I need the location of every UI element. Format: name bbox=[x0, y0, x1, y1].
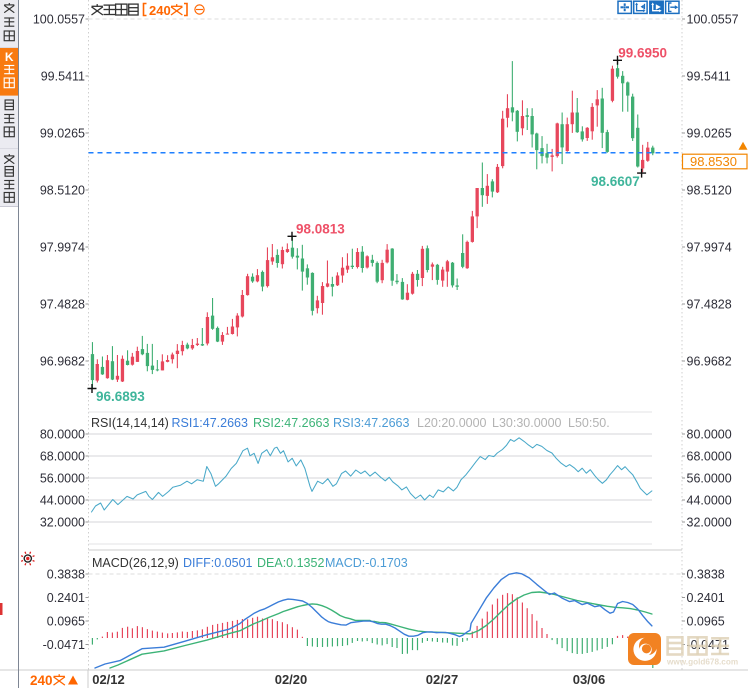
svg-text:L20:20.0000: L20:20.0000 bbox=[417, 416, 487, 430]
svg-text:98.5120: 98.5120 bbox=[40, 184, 85, 198]
svg-text:44.0000: 44.0000 bbox=[687, 494, 732, 508]
svg-text:97.4828: 97.4828 bbox=[687, 298, 732, 312]
svg-text:96.6893: 96.6893 bbox=[96, 389, 145, 404]
svg-text:MACD(26,12,9): MACD(26,12,9) bbox=[92, 556, 179, 570]
svg-text:240: 240 bbox=[30, 673, 53, 688]
svg-text:99.6950: 99.6950 bbox=[618, 46, 667, 61]
svg-text:44.0000: 44.0000 bbox=[40, 494, 85, 508]
svg-text:32.0000: 32.0000 bbox=[687, 516, 732, 530]
svg-text:0.0965: 0.0965 bbox=[47, 615, 85, 629]
svg-text:www.gold678.com: www.gold678.com bbox=[666, 658, 738, 667]
svg-text:99.0265: 99.0265 bbox=[687, 127, 732, 141]
svg-text:96.9682: 96.9682 bbox=[687, 355, 732, 369]
svg-text:99.0265: 99.0265 bbox=[40, 127, 85, 141]
svg-text:L50:50.: L50:50. bbox=[568, 416, 610, 430]
svg-text:98.8530: 98.8530 bbox=[690, 154, 737, 169]
svg-text:0.3838: 0.3838 bbox=[687, 568, 725, 582]
svg-text:RSI(14,14,14): RSI(14,14,14) bbox=[91, 416, 169, 430]
svg-text:-0.0471: -0.0471 bbox=[43, 638, 85, 652]
svg-text:97.9974: 97.9974 bbox=[40, 241, 85, 255]
svg-text:0.2401: 0.2401 bbox=[687, 591, 725, 605]
svg-text:56.0000: 56.0000 bbox=[40, 472, 85, 486]
svg-text:97.4828: 97.4828 bbox=[40, 298, 85, 312]
svg-text:K: K bbox=[5, 50, 14, 64]
svg-text:L30:30.0000: L30:30.0000 bbox=[492, 416, 562, 430]
svg-text:DEA:0.1352: DEA:0.1352 bbox=[257, 556, 324, 570]
svg-text:02/27: 02/27 bbox=[426, 672, 459, 687]
svg-text:68.0000: 68.0000 bbox=[687, 450, 732, 464]
svg-text:02/12: 02/12 bbox=[92, 672, 125, 687]
svg-text:97.9974: 97.9974 bbox=[687, 241, 732, 255]
svg-text:03/06: 03/06 bbox=[573, 672, 606, 687]
svg-text:98.6607: 98.6607 bbox=[591, 174, 640, 189]
svg-text:80.0000: 80.0000 bbox=[40, 428, 85, 442]
svg-text:80.0000: 80.0000 bbox=[687, 428, 732, 442]
svg-text:RSI1:47.2663: RSI1:47.2663 bbox=[172, 416, 248, 430]
svg-text:DIFF:0.0501: DIFF:0.0501 bbox=[183, 556, 253, 570]
svg-text:240: 240 bbox=[149, 3, 171, 18]
svg-text:RSI3:47.2663: RSI3:47.2663 bbox=[333, 416, 409, 430]
svg-text:96.9682: 96.9682 bbox=[40, 355, 85, 369]
svg-text:98.5120: 98.5120 bbox=[687, 184, 732, 198]
svg-text:32.0000: 32.0000 bbox=[40, 516, 85, 530]
svg-text:98.0813: 98.0813 bbox=[296, 222, 345, 237]
svg-text:0.0965: 0.0965 bbox=[687, 615, 725, 629]
svg-text:02/20: 02/20 bbox=[275, 672, 308, 687]
svg-text:56.0000: 56.0000 bbox=[687, 472, 732, 486]
svg-text:0.3838: 0.3838 bbox=[47, 568, 85, 582]
svg-text:100.0557: 100.0557 bbox=[33, 13, 85, 27]
svg-text:0.2401: 0.2401 bbox=[47, 591, 85, 605]
svg-text:100.0557: 100.0557 bbox=[687, 13, 739, 27]
svg-text:68.0000: 68.0000 bbox=[40, 450, 85, 464]
svg-text:99.5411: 99.5411 bbox=[687, 70, 731, 84]
svg-text:99.5411: 99.5411 bbox=[41, 70, 85, 84]
svg-text:MACD:-0.1703: MACD:-0.1703 bbox=[325, 556, 408, 570]
svg-text:RSI2:47.2663: RSI2:47.2663 bbox=[253, 416, 329, 430]
